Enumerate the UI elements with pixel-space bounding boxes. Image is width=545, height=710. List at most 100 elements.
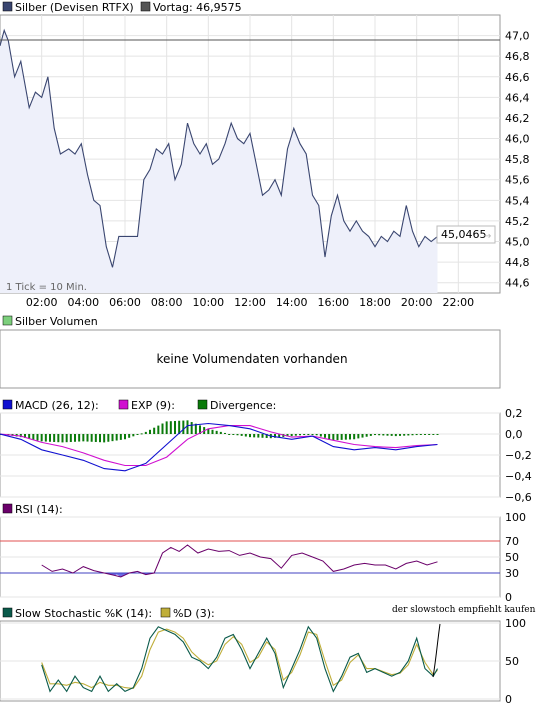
divergence-bar	[257, 434, 260, 438]
divergence-bar	[65, 434, 68, 443]
stoch-k-legend-label: Slow Stochastic %K (14):	[15, 607, 152, 620]
divergence-bar	[432, 434, 435, 435]
volume-message: keine Volumendaten vorhanden	[156, 352, 347, 366]
divergence-bar	[249, 434, 251, 438]
divergence-bar	[190, 422, 193, 434]
divergence-bar	[82, 434, 85, 442]
divergence-bar	[28, 434, 31, 439]
divergence-bar	[436, 434, 439, 435]
stoch-grid	[0, 622, 500, 700]
rsi-oversold-fill	[104, 573, 155, 577]
divergence-bar	[303, 434, 306, 435]
divergence-bar	[49, 434, 51, 442]
divergence-bar	[369, 434, 372, 436]
divergence-bar	[219, 431, 222, 434]
divergence-bar	[290, 434, 293, 437]
divergence-bar	[265, 434, 268, 438]
divergence-bar	[240, 434, 243, 436]
divergence-bar	[340, 434, 343, 440]
divergence-bar	[215, 430, 218, 434]
exp-legend-label: EXP (9):	[131, 399, 175, 412]
divergence-bar	[394, 434, 397, 437]
divergence-bar	[349, 434, 351, 440]
price-y-tick: 45,6	[505, 174, 530, 187]
stoch-y-tick: 0	[505, 693, 512, 706]
divergence-bar	[244, 434, 247, 437]
divergence-bar	[211, 429, 214, 434]
rsi-y-tick: 50	[505, 551, 519, 564]
volume-legend: Silber Volumen	[2, 315, 98, 328]
divergence-bar	[403, 434, 406, 436]
price-y-tick: 44,8	[505, 256, 530, 269]
divergence-bar	[411, 434, 414, 436]
price-x-tick: 12:00	[234, 296, 266, 309]
divergence-bar	[386, 434, 389, 436]
price-y-tick: 44,6	[505, 277, 530, 290]
rsi-y-tick: 70	[505, 535, 519, 548]
tick-note: 1 Tick = 10 Min.	[6, 282, 87, 293]
price-y-tick: 46,8	[505, 50, 530, 63]
exp-legend-swatch	[118, 399, 129, 410]
divergence-bar	[315, 434, 318, 436]
divergence-bar	[149, 429, 151, 434]
divergence-bar	[328, 434, 331, 440]
divergence-bar	[161, 423, 164, 434]
divergence-bar	[69, 434, 72, 442]
divergence-bar	[294, 434, 297, 436]
price-y-ticks: 47,0 46,8 46,6 46,4 46,2 46,0 45,8 45,6 45,4 45,2…	[505, 30, 530, 290]
divergence-bar	[24, 434, 26, 438]
stoch-annotation: der slowstoch empfiehlt kaufen	[392, 605, 536, 615]
divergence-bar	[324, 434, 326, 438]
divergence-bar	[353, 434, 356, 440]
stoch-y-tick: 100	[505, 617, 526, 630]
macd-y-ticks: 0,2 0,0 −0,2 −0,4 −0,6	[505, 407, 532, 504]
price-y-tick: 46,2	[505, 112, 530, 125]
divergence-bar	[428, 434, 431, 435]
divergence-bar	[182, 420, 185, 434]
divergence-bar	[157, 425, 160, 434]
divergence-bar	[194, 423, 197, 434]
divergence-bar	[57, 434, 60, 443]
stoch-k-line	[41, 625, 438, 693]
exp-line	[0, 425, 438, 467]
divergence-bar	[144, 431, 147, 434]
divergence-bar	[128, 434, 131, 438]
divergence-bar	[286, 434, 289, 437]
price-x-tick: 08:00	[151, 296, 183, 309]
divergence-bar	[419, 434, 422, 435]
divergence-bar	[169, 421, 172, 434]
divergence-bar	[53, 434, 56, 442]
divergence-bar	[119, 434, 122, 440]
macd-line	[0, 422, 438, 472]
price-y-tick: 46,6	[505, 71, 530, 84]
divergence-bar	[307, 434, 310, 435]
divergence-bar	[78, 434, 81, 442]
price-y-tick: 45,4	[505, 194, 530, 207]
divergence-bar	[332, 434, 335, 441]
divergence-bar	[378, 434, 381, 436]
divergence-bar	[178, 420, 181, 434]
divergence-bar	[357, 434, 360, 439]
divergence-bar	[61, 434, 64, 443]
divergence-bar	[136, 434, 139, 435]
prev-close-legend-label: Vortag: 46,9575	[153, 1, 242, 14]
price-line	[0, 28, 438, 268]
divergence-bar	[261, 434, 264, 438]
prev-close-legend-swatch	[140, 1, 151, 12]
price-y-tick: 45,2	[505, 215, 530, 228]
divergence-bar	[382, 434, 385, 436]
price-area	[0, 30, 438, 294]
divergence-bar	[278, 434, 281, 438]
stoch-d-legend-label: %D (3):	[173, 607, 215, 620]
divergence-bar	[274, 434, 276, 438]
macd-legend: MACD (26, 12): EXP (9): Divergence:	[2, 399, 276, 412]
divergence-bar	[407, 434, 410, 436]
price-y-tick: 47,0	[505, 30, 530, 43]
divergence-bar	[228, 434, 231, 435]
stoch-d-legend-swatch	[160, 607, 171, 618]
divergence-bar	[74, 434, 76, 442]
price-x-tick: 10:00	[192, 296, 224, 309]
divergence-bar	[361, 434, 364, 438]
silver-legend-swatch	[2, 1, 13, 12]
